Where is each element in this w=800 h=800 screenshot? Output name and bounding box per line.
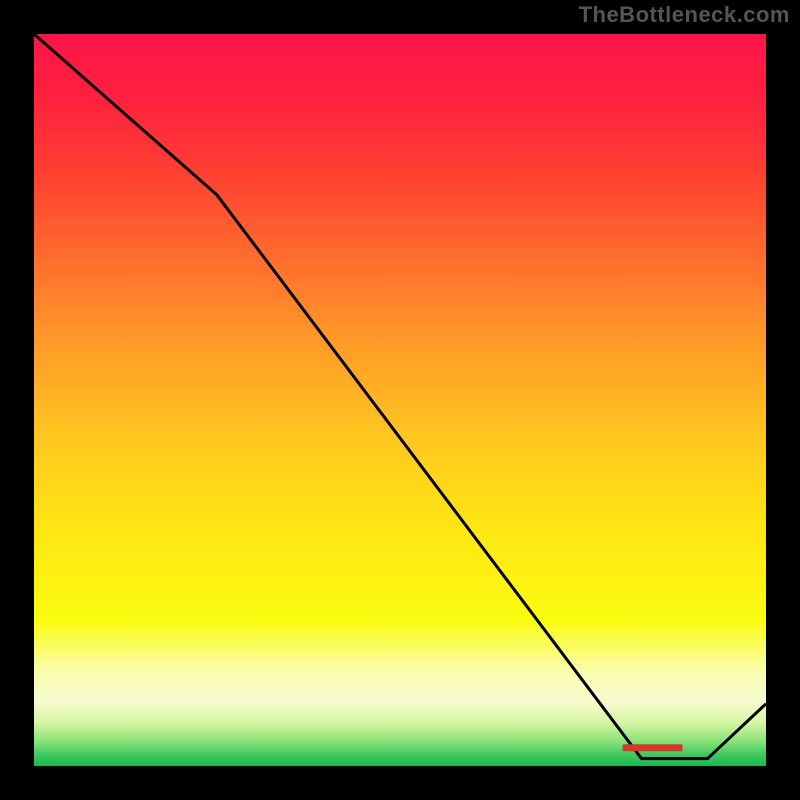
- watermark-text: TheBottleneck.com: [579, 2, 790, 28]
- annotation-marker: [623, 744, 683, 751]
- gradient-line-chart: [0, 0, 800, 800]
- plot-background: [34, 34, 766, 766]
- chart-container: TheBottleneck.com: [0, 0, 800, 800]
